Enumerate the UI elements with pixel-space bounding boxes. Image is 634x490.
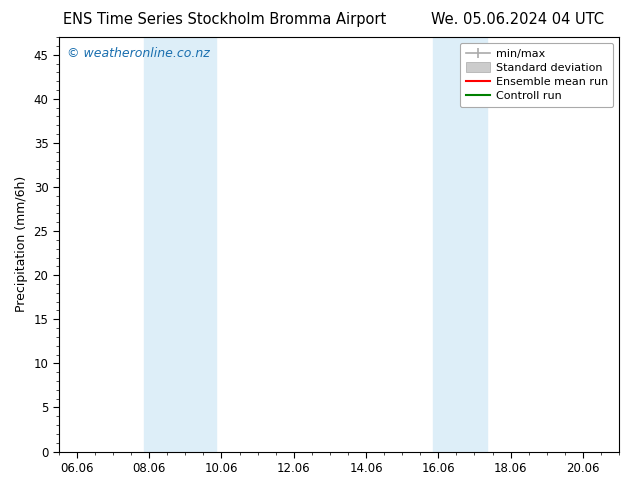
Bar [433,37,487,452]
Bar [144,37,216,452]
Text: We. 05.06.2024 04 UTC: We. 05.06.2024 04 UTC [431,12,604,27]
Text: © weatheronline.co.nz: © weatheronline.co.nz [67,48,210,60]
Legend: min/max, Standard deviation, Ensemble mean run, Controll run: min/max, Standard deviation, Ensemble me… [460,43,614,107]
Text: ENS Time Series Stockholm Bromma Airport: ENS Time Series Stockholm Bromma Airport [63,12,387,27]
Y-axis label: Precipitation (mm/6h): Precipitation (mm/6h) [15,176,28,313]
